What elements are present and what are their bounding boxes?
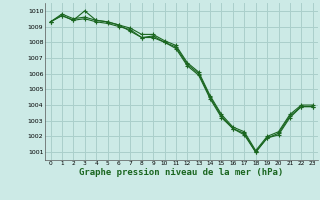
X-axis label: Graphe pression niveau de la mer (hPa): Graphe pression niveau de la mer (hPa) (79, 168, 284, 177)
